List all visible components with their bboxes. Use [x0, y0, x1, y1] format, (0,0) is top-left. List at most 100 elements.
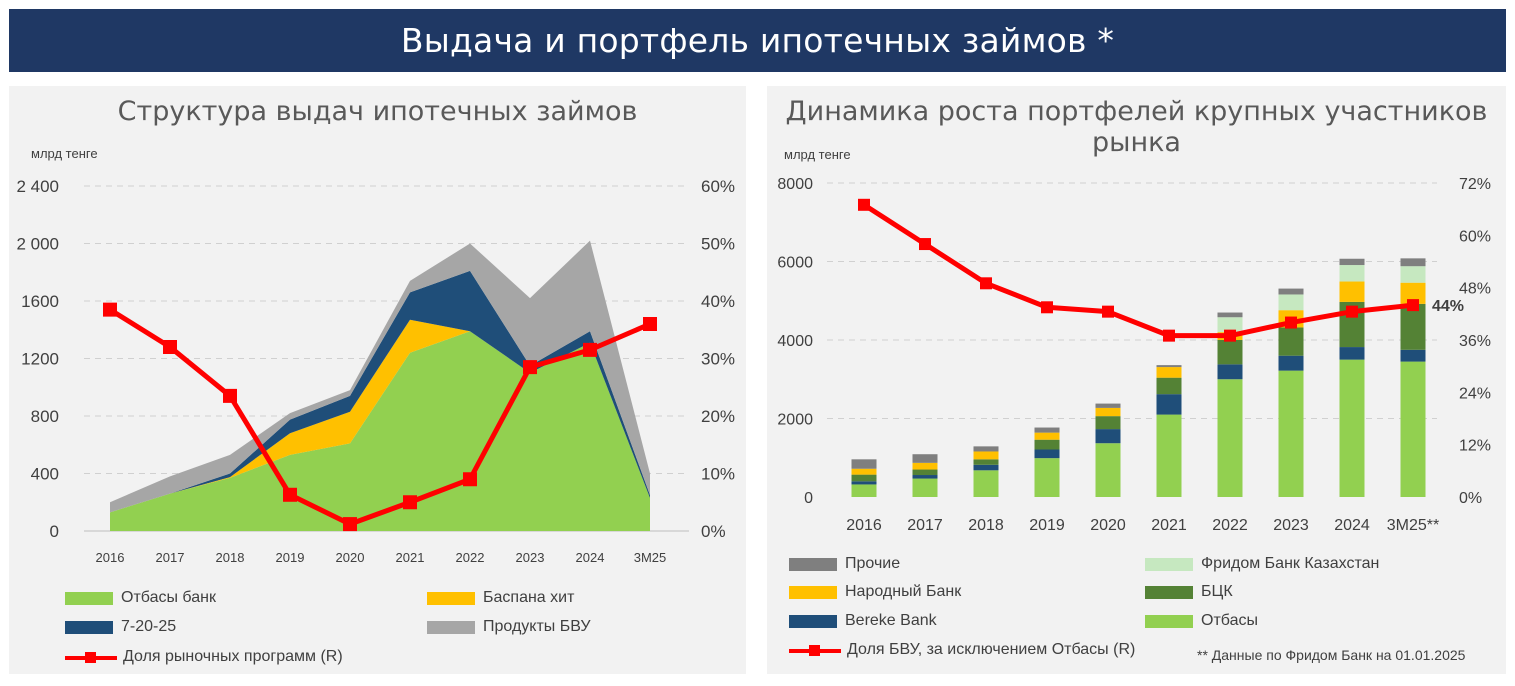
- y2-tick-label: 72%: [1459, 176, 1491, 193]
- y-tick-label: 2 000: [16, 235, 59, 254]
- market-share-point: [103, 302, 117, 317]
- bar-segment-прочие: [1278, 288, 1304, 295]
- x-tick-label: 2021: [1151, 517, 1187, 534]
- portfolio-chart-panel: Динамика роста портфелей крупных участни…: [767, 86, 1506, 674]
- bvu-share-line: [862, 202, 1414, 339]
- bar-segment-народный-банк: [851, 468, 877, 475]
- issuance-chart-title: Структура выдач ипотечных займов: [117, 96, 638, 127]
- bar-segment-bereke-bank: [1217, 364, 1243, 380]
- x-tick-label: 2016: [96, 550, 125, 565]
- y2-tick-label: 48%: [1459, 281, 1491, 298]
- legend-item-freedom-bank: Фридом Банк Казахстан: [1145, 555, 1379, 573]
- x-tick-label: 2017: [907, 517, 943, 534]
- bar-segment-отбасы: [973, 470, 999, 497]
- legend-swatch: [427, 620, 475, 634]
- portfolio-chart-title: Динамика роста портфелей крупных участни…: [785, 96, 1488, 158]
- legend-item-bck: БЦК: [1145, 583, 1233, 601]
- legend-label: Баспана хит: [483, 589, 575, 606]
- x-tick-label: 2018: [216, 550, 245, 565]
- bar-segment-народный-банк: [1339, 281, 1365, 302]
- legend-label: Продукты БВУ: [483, 618, 591, 635]
- bar-segment-бцк: [1156, 377, 1182, 395]
- bar-segment-отбасы: [851, 484, 877, 497]
- y2-tick-label: 20%: [701, 407, 735, 426]
- bvu-share-point: [1102, 305, 1114, 318]
- market-share-point: [283, 487, 297, 502]
- bar-segment-отбасы: [1034, 458, 1060, 497]
- bar-segment-bereke-bank: [973, 464, 999, 471]
- x-tick-label: 2022: [1212, 517, 1248, 534]
- legend-label: Фридом Банк Казахстан: [1201, 555, 1380, 572]
- bvu-share-point: [1407, 299, 1419, 312]
- y2-tick-label: 60%: [701, 177, 735, 196]
- bar-segment-бцк: [1400, 303, 1426, 350]
- x-tick-label: 2020: [1090, 517, 1126, 534]
- market-share-point: [223, 388, 237, 403]
- main-title: Выдача и портфель ипотечных займов *: [9, 9, 1506, 72]
- freedom-bank-footnote: ** Данные по Фридом Банк на 01.01.2025: [1197, 647, 1466, 663]
- bar-segment-отбасы: [1400, 361, 1426, 497]
- market-share-point: [163, 340, 177, 354]
- bar-segment-фридом-банк-казахстан: [1400, 266, 1426, 283]
- legend-item-market-share-line: Доля рыночных программ (R): [65, 648, 343, 666]
- x-tick-label: 2022: [456, 550, 485, 565]
- legend-swatch: [427, 591, 475, 605]
- legend-swatch: [1145, 585, 1193, 599]
- y2-tick-label: 0%: [1459, 490, 1482, 507]
- bar-segment-прочие: [912, 454, 938, 463]
- legend-item-7-20-25: 7-20-25: [65, 618, 176, 636]
- bar-segment-bereke-bank: [912, 475, 938, 479]
- bvu-share-point: [1285, 316, 1297, 329]
- market-share-point: [643, 317, 657, 331]
- x-tick-label: 2024: [576, 550, 605, 565]
- bvu-share-point: [919, 238, 931, 251]
- x-tick-label: 2020: [336, 550, 365, 565]
- bar-segment-отбасы: [1278, 370, 1304, 497]
- bar-segment-народный-банк: [912, 462, 938, 470]
- issuance-area-chart: 0 400 800 1200 1600 2 000 2 400 0% 10% 20% 30% 40% 5…: [16, 177, 735, 565]
- legend-line-marker: [65, 651, 117, 664]
- y-tick-label: 4000: [777, 333, 813, 350]
- x-tick-label: 3М25**: [1387, 517, 1439, 534]
- legend-swatch: [65, 620, 113, 634]
- legend-swatch: [789, 614, 837, 628]
- legend-label: 7-20-25: [121, 618, 177, 635]
- bar-segment-бцк: [1095, 416, 1121, 430]
- x-tick-label: 2018: [968, 517, 1004, 534]
- legend-label: Bereke Bank: [845, 612, 937, 629]
- legend-label: Доля БВУ, за исключением Отбасы (R): [847, 641, 1136, 658]
- bar-segment-бцк: [851, 474, 877, 482]
- bar-segment-прочие: [851, 459, 877, 469]
- y-tick-label: 400: [31, 465, 59, 484]
- y2-tick-label: 12%: [1459, 438, 1491, 455]
- bar-segment-прочие: [1217, 312, 1243, 318]
- x-tick-label: 2021: [396, 550, 425, 565]
- y-tick-label: 2 400: [16, 177, 59, 196]
- bar-segment-бцк: [973, 459, 999, 465]
- legend-swatch: [1145, 614, 1193, 628]
- x-tick-label: 2024: [1334, 517, 1370, 534]
- legend-item-otbasy-bank: Отбасы банк: [65, 589, 216, 607]
- bar-segment-бцк: [912, 469, 938, 476]
- market-share-point: [403, 495, 417, 510]
- y2-tick-label: 36%: [1459, 333, 1491, 350]
- x-tick-label: 2023: [516, 550, 545, 565]
- bar-segment-прочие: [1034, 427, 1060, 433]
- legend-label: Отбасы банк: [121, 589, 216, 606]
- y2-tick-label: 60%: [1459, 228, 1491, 245]
- x-tick-label: 3М25: [634, 550, 667, 565]
- bar-segment-bereke-bank: [1095, 429, 1121, 444]
- portfolio-bar-chart: 0 2000 4000 6000 8000 0% 12% 24% 36% 48% 60% 72% 201…: [777, 176, 1491, 534]
- bar-segment-прочие: [1400, 258, 1426, 267]
- y-tick-label: 0: [50, 522, 59, 541]
- bar-segment-прочие: [1156, 365, 1182, 368]
- legend-item-bvu-share-line: Доля БВУ, за исключением Отбасы (R): [789, 641, 1135, 659]
- market-share-line: [108, 307, 651, 527]
- bvu-share-point: [980, 277, 992, 290]
- bar-segment-bereke-bank: [1034, 449, 1060, 459]
- y2-tick-label: 24%: [1459, 385, 1491, 402]
- last-value-label: 44%: [1432, 298, 1464, 315]
- bar-segment-отбасы: [1156, 414, 1182, 497]
- y2-tick-label: 10%: [701, 465, 735, 484]
- market-share-point: [583, 342, 597, 357]
